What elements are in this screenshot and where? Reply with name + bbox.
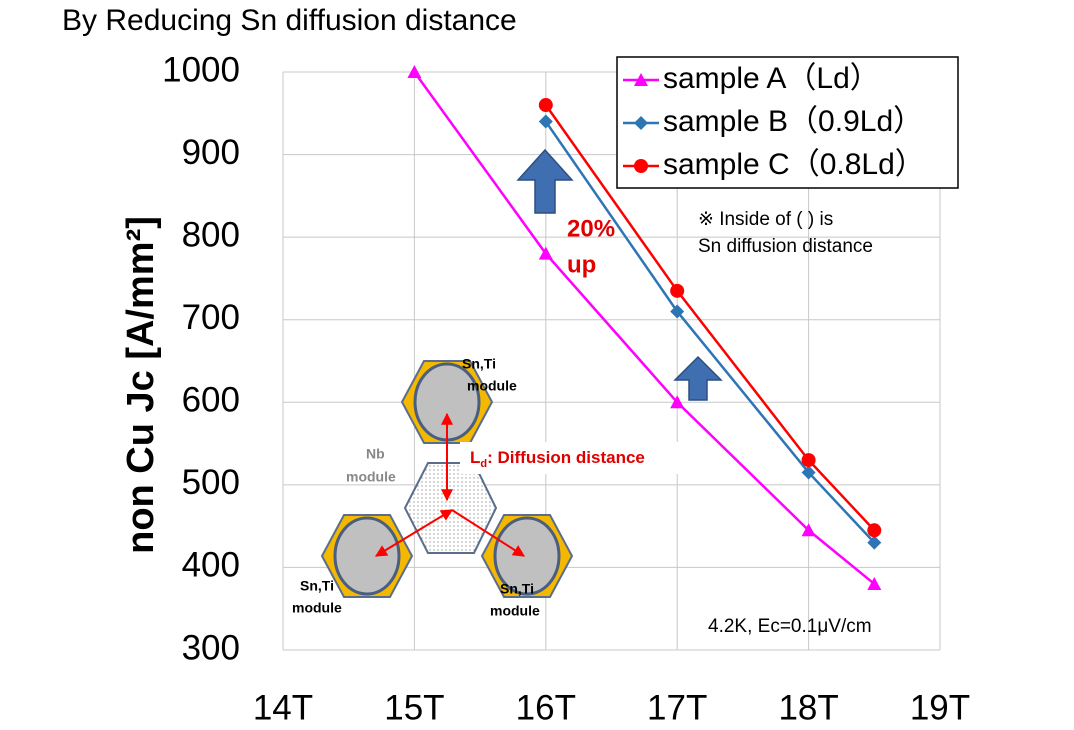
improvement-arrow xyxy=(673,355,723,401)
y-tick-label: 1000 xyxy=(162,50,240,89)
series-line xyxy=(544,120,876,544)
x-tick-label: 15T xyxy=(384,688,444,727)
diagram: Ld: Diffusion distance Sn,Ti module Nb m… xyxy=(292,356,700,619)
note: ※ Inside of ( ) is xyxy=(698,209,833,230)
marker xyxy=(670,395,685,409)
x-tick-label: 18T xyxy=(778,688,838,727)
subscript: d xyxy=(480,458,487,470)
y-tick-label: 400 xyxy=(182,546,240,585)
grid: 300 400 500 600 700 800 900 1000 14T 15T 16T 17T 18T… xyxy=(162,50,970,727)
marker xyxy=(867,576,882,590)
legend-label: sample B（0.9Ld） xyxy=(663,105,923,138)
series-line xyxy=(544,104,876,532)
core xyxy=(493,516,561,596)
hexagon xyxy=(403,462,498,554)
marker xyxy=(670,283,685,298)
y-tick-label: 300 xyxy=(182,628,240,667)
module-label: module xyxy=(490,603,540,619)
x-tick-label: 14T xyxy=(253,688,313,727)
improvement-arrow xyxy=(516,148,574,214)
x-tick-label: 16T xyxy=(516,688,576,727)
symbol: L xyxy=(470,448,480,467)
marker xyxy=(801,523,816,537)
note: Sn diffusion distance xyxy=(698,236,873,257)
module-label: Nb xyxy=(366,446,385,462)
text: : Diffusion distance xyxy=(487,448,645,467)
arrow xyxy=(374,509,454,557)
marker xyxy=(867,535,882,550)
marker xyxy=(634,73,648,86)
module-label: module xyxy=(292,600,342,616)
label-box xyxy=(460,442,700,474)
marker xyxy=(801,453,816,468)
series-layer xyxy=(407,65,882,590)
condition: 4.2K, Ec=0.1μV/cm xyxy=(708,616,872,637)
module-label: Sn,Ti xyxy=(500,581,534,597)
y-tick-label: 900 xyxy=(182,133,240,172)
legend-label: sample A（Ld） xyxy=(663,62,880,95)
distance-label: Ld: Diffusion distance xyxy=(470,448,645,469)
marker xyxy=(867,523,882,538)
marker xyxy=(634,159,648,173)
module-label: module xyxy=(346,469,396,485)
y-tick-label: 500 xyxy=(182,463,240,502)
marker xyxy=(407,65,422,78)
marker xyxy=(538,246,553,260)
arrow xyxy=(451,509,526,557)
marker xyxy=(538,98,553,113)
y-tick-label: 800 xyxy=(182,215,240,254)
legend-box xyxy=(616,56,959,189)
improvement-label: 20% xyxy=(567,215,615,242)
core xyxy=(333,516,401,596)
marker xyxy=(801,465,816,480)
marker xyxy=(670,304,685,319)
marker xyxy=(538,114,553,129)
y-axis-label: non Cu Jc [A/mm²] xyxy=(120,216,162,554)
legend: sample A（Ld） sample B（0.9Ld） sample C（0.8L… xyxy=(616,56,959,189)
improvement-label: up xyxy=(567,251,596,278)
marker xyxy=(634,116,648,130)
module-label: module xyxy=(467,378,517,394)
chart-title: By Reducing Sn diffusion distance xyxy=(62,4,517,37)
module-label: Sn,Ti xyxy=(300,578,334,594)
y-tick-label: 700 xyxy=(182,298,240,337)
module-label: Sn,Ti xyxy=(462,356,496,372)
y-tick-label: 600 xyxy=(182,381,240,420)
legend-label: sample C（0.8Ld） xyxy=(663,148,925,181)
x-tick-label: 19T xyxy=(910,688,970,727)
x-tick-label: 17T xyxy=(647,688,707,727)
